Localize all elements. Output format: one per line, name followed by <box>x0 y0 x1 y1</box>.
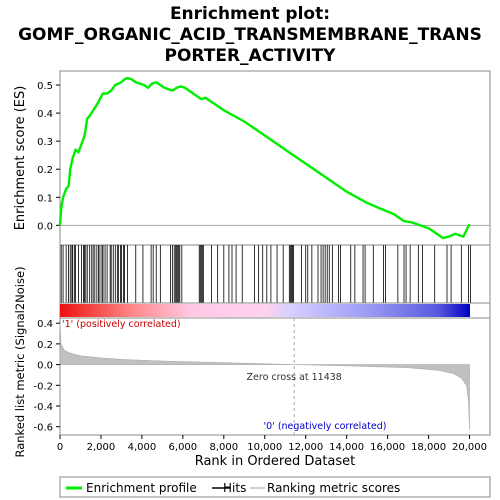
title-line-1: Enrichment plot: <box>170 4 330 24</box>
es-panel-frame <box>59 70 491 246</box>
x-tick-label: 6,000 <box>169 442 198 453</box>
x-tick-label: 20,000 <box>452 442 487 453</box>
x-tick-label: 2,000 <box>87 442 116 453</box>
es-tick-label: 0.0 <box>37 221 53 232</box>
es-y-axis-label: Enrichment score (ES) <box>13 86 28 231</box>
x-tick-label: 8,000 <box>209 442 238 453</box>
metric-tick-label: 0.2 <box>37 340 53 351</box>
metric-tick-label: 0.4 <box>37 319 53 330</box>
positive-correlation-label: '1' (positively correlated) <box>62 319 181 330</box>
hits-series <box>60 245 471 303</box>
metric-tick-label: -0.4 <box>33 402 53 413</box>
metric-tick-label: -0.2 <box>33 381 53 392</box>
x-axis-ticks: 0 2,000 4,000 6,000 8,000 10,000 12,000 14,000 1… <box>57 435 487 453</box>
metric-panel-frame <box>59 317 491 436</box>
es-tick-label: 0.1 <box>37 193 53 204</box>
title-line-3: PORTER_ACTIVITY <box>165 46 337 66</box>
es-tick-label: 0.4 <box>37 109 53 120</box>
metric-tick-label: -0.6 <box>33 423 53 434</box>
x-tick-label: 4,000 <box>128 442 157 453</box>
negative-correlation-label: '0' (negatively correlated) <box>264 421 387 432</box>
legend-enrichment-label: Enrichment profile <box>86 481 197 495</box>
x-tick-label: 0 <box>57 442 63 453</box>
x-tick-label: 10,000 <box>247 442 282 453</box>
zero-cross-label: Zero cross at 11438 <box>247 372 342 383</box>
metric-tick-label: 0.0 <box>37 361 53 372</box>
legend-hits-label: Hits <box>223 481 246 495</box>
es-tick-label: 0.5 <box>37 81 53 92</box>
enrichment-profile-series <box>58 76 471 240</box>
ranking-metric-area <box>59 322 470 430</box>
es-axis-ticks: 0.0 0.1 0.2 0.3 0.4 0.5 <box>37 81 60 232</box>
metric-y-axis-label: Ranked list metric (Signal2Noise) <box>13 266 27 457</box>
legend-box <box>59 476 491 498</box>
title-line-2: GOMF_ORGANIC_ACID_TRANSMEMBRANE_TRANS <box>18 25 482 45</box>
x-tick-label: 18,000 <box>411 442 446 453</box>
metric-axis-ticks: 0.4 0.2 0.0 -0.2 -0.4 -0.6 <box>33 319 60 434</box>
enrichment-profile-line <box>58 76 471 240</box>
x-tick-label: 12,000 <box>288 442 323 453</box>
legend-metric-label: Ranking metric scores <box>267 481 400 495</box>
rank-colorbar <box>60 304 470 317</box>
es-tick-label: 0.2 <box>37 165 53 176</box>
x-axis-label: Rank in Ordered Dataset <box>195 454 356 469</box>
x-tick-label: 16,000 <box>370 442 405 453</box>
es-tick-label: 0.3 <box>37 137 53 148</box>
x-tick-label: 14,000 <box>329 442 364 453</box>
ranking-metric-series <box>59 322 470 430</box>
